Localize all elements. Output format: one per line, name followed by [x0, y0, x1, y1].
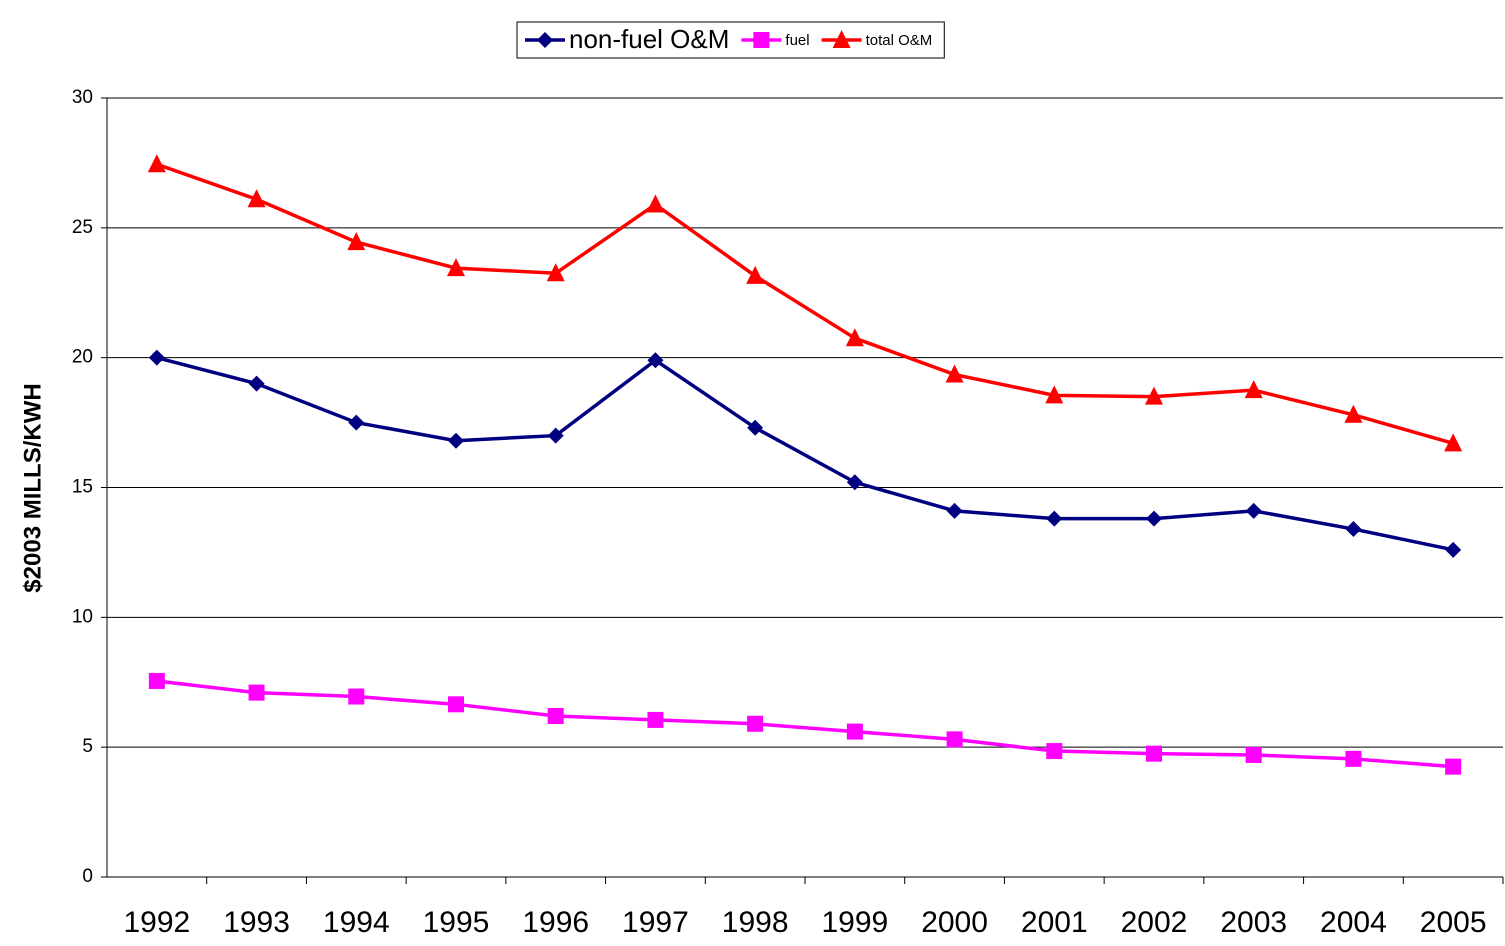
- x-tick-label: 1998: [722, 906, 789, 939]
- x-tick-label: 1992: [123, 906, 190, 939]
- marker: [832, 30, 851, 48]
- marker: [946, 502, 963, 519]
- x-tick-label: 2003: [1220, 906, 1287, 939]
- marker: [946, 731, 963, 748]
- legend-label: total O&M: [866, 32, 933, 49]
- x-tick-label: 2000: [921, 906, 988, 939]
- marker: [1345, 750, 1362, 767]
- y-tick-label: 25: [72, 217, 93, 238]
- marker: [547, 427, 564, 444]
- marker: [1445, 758, 1462, 775]
- x-tick-label: 1995: [423, 906, 490, 939]
- marker: [448, 696, 464, 713]
- marker: [746, 265, 765, 284]
- marker: [546, 263, 565, 282]
- marker: [647, 352, 664, 369]
- marker: [1245, 746, 1262, 763]
- marker: [845, 328, 864, 347]
- marker: [537, 32, 553, 48]
- y-tick-label: 10: [72, 606, 93, 627]
- marker: [248, 684, 265, 701]
- marker: [447, 258, 465, 277]
- legend-label: fuel: [785, 32, 809, 49]
- marker: [846, 474, 863, 491]
- marker: [945, 364, 964, 383]
- y-tick-label: 30: [72, 87, 93, 108]
- marker: [448, 432, 464, 449]
- marker: [1045, 385, 1064, 404]
- marker: [247, 189, 266, 208]
- marker: [646, 194, 665, 213]
- marker: [1244, 380, 1263, 399]
- marker: [147, 154, 166, 173]
- y-tick-label: 5: [82, 736, 93, 757]
- marker: [348, 688, 365, 705]
- marker: [1445, 541, 1462, 558]
- x-tick-label: 1993: [223, 906, 290, 939]
- marker: [248, 375, 265, 392]
- x-tick-label: 1994: [323, 906, 390, 939]
- marker: [747, 715, 764, 732]
- x-tick-label: 1997: [622, 906, 689, 939]
- marker: [647, 711, 664, 728]
- marker: [1145, 386, 1163, 405]
- legend: non-fuel O&M fuel total O&M: [516, 21, 945, 59]
- y-axis-label: $2003 MILLS/KWH: [19, 383, 46, 592]
- marker: [148, 672, 165, 689]
- marker: [1444, 433, 1463, 452]
- marker: [1344, 404, 1363, 423]
- marker: [1146, 745, 1162, 762]
- x-tick-label: 2001: [1021, 906, 1088, 939]
- y-tick-label: 15: [72, 477, 93, 498]
- series-line: [156, 355, 1454, 552]
- marker: [1146, 510, 1162, 527]
- marker: [753, 32, 770, 48]
- y-tick-label: 20: [72, 347, 93, 368]
- x-tick-label: 2004: [1320, 906, 1387, 939]
- legend-label: non-fuel O&M: [569, 24, 729, 54]
- marker: [347, 232, 366, 251]
- x-tick-label: 2002: [1121, 906, 1188, 939]
- y-tick-label: 0: [82, 866, 93, 887]
- marker: [148, 349, 165, 366]
- marker: [1245, 502, 1262, 519]
- x-tick-label: 2005: [1420, 906, 1487, 939]
- legend-box: [516, 21, 945, 59]
- marker: [348, 414, 365, 431]
- marker: [846, 723, 863, 740]
- marker: [747, 419, 764, 436]
- marker: [547, 708, 564, 725]
- x-tick-label: 1999: [821, 906, 888, 939]
- marker: [1046, 510, 1063, 527]
- x-tick-label: 1996: [522, 906, 589, 939]
- marker: [1345, 521, 1362, 538]
- marker: [1046, 743, 1063, 760]
- series-line: [156, 679, 1454, 769]
- series-line: [156, 162, 1454, 446]
